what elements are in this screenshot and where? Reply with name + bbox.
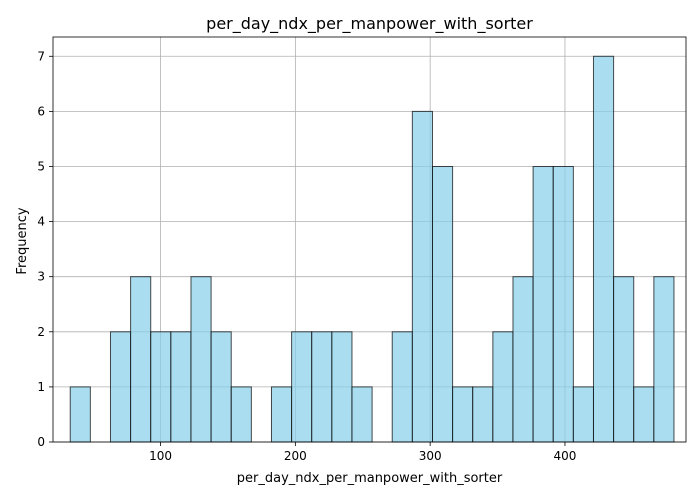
y-tick-label: 4 [37,215,45,229]
histogram-bar [230,386,252,443]
histogram-bar [452,386,474,443]
x-tick-label: 100 [149,449,172,463]
histogram-bar [351,386,373,443]
histogram-bar [331,331,353,443]
histogram-bar [170,331,192,443]
x-axis-label: per_day_ndx_per_manpower_with_sorter [237,471,503,486]
plot-frame [52,36,687,443]
histogram-bars [69,55,675,443]
histogram-bar [69,386,91,443]
histogram-bar [311,331,333,443]
y-tick-label: 3 [37,270,45,284]
y-tick-label: 1 [37,380,45,394]
histogram-bar [150,331,172,443]
x-tick-label: 300 [419,449,442,463]
histogram-bar [190,276,212,443]
histogram-bar [532,165,554,443]
tick-labels: 100 200 300 400 0 1 2 3 4 5 6 7 [37,49,576,463]
histogram-bar [210,331,232,443]
histogram-bar [130,276,152,443]
axes [49,36,687,446]
y-tick-label: 6 [37,104,45,118]
y-tick-label: 5 [37,159,45,173]
histogram-bar [391,331,413,443]
histogram-bar [552,165,574,443]
histogram-bar [411,110,433,443]
y-axis-label: Frequency [15,207,30,274]
histogram-bar [291,331,313,443]
x-tick-label: 200 [284,449,307,463]
y-tick-label: 7 [37,49,45,63]
histogram-bar [613,276,635,443]
histogram-bar [431,165,454,443]
chart-title: per_day_ndx_per_manpower_with_sorter [206,14,533,34]
y-tick-label: 2 [37,325,45,339]
histogram-bar [633,386,655,443]
histogram-bar [472,386,494,443]
histogram-bar [572,386,594,443]
x-tick-label: 400 [554,449,577,463]
histogram-bar [653,276,675,443]
histogram-bar [109,331,132,443]
histogram-bar [512,276,534,443]
histogram-bar [270,386,293,443]
histogram-bar [592,55,615,443]
histogram-bar [492,331,514,443]
y-tick-label: 0 [37,435,45,449]
